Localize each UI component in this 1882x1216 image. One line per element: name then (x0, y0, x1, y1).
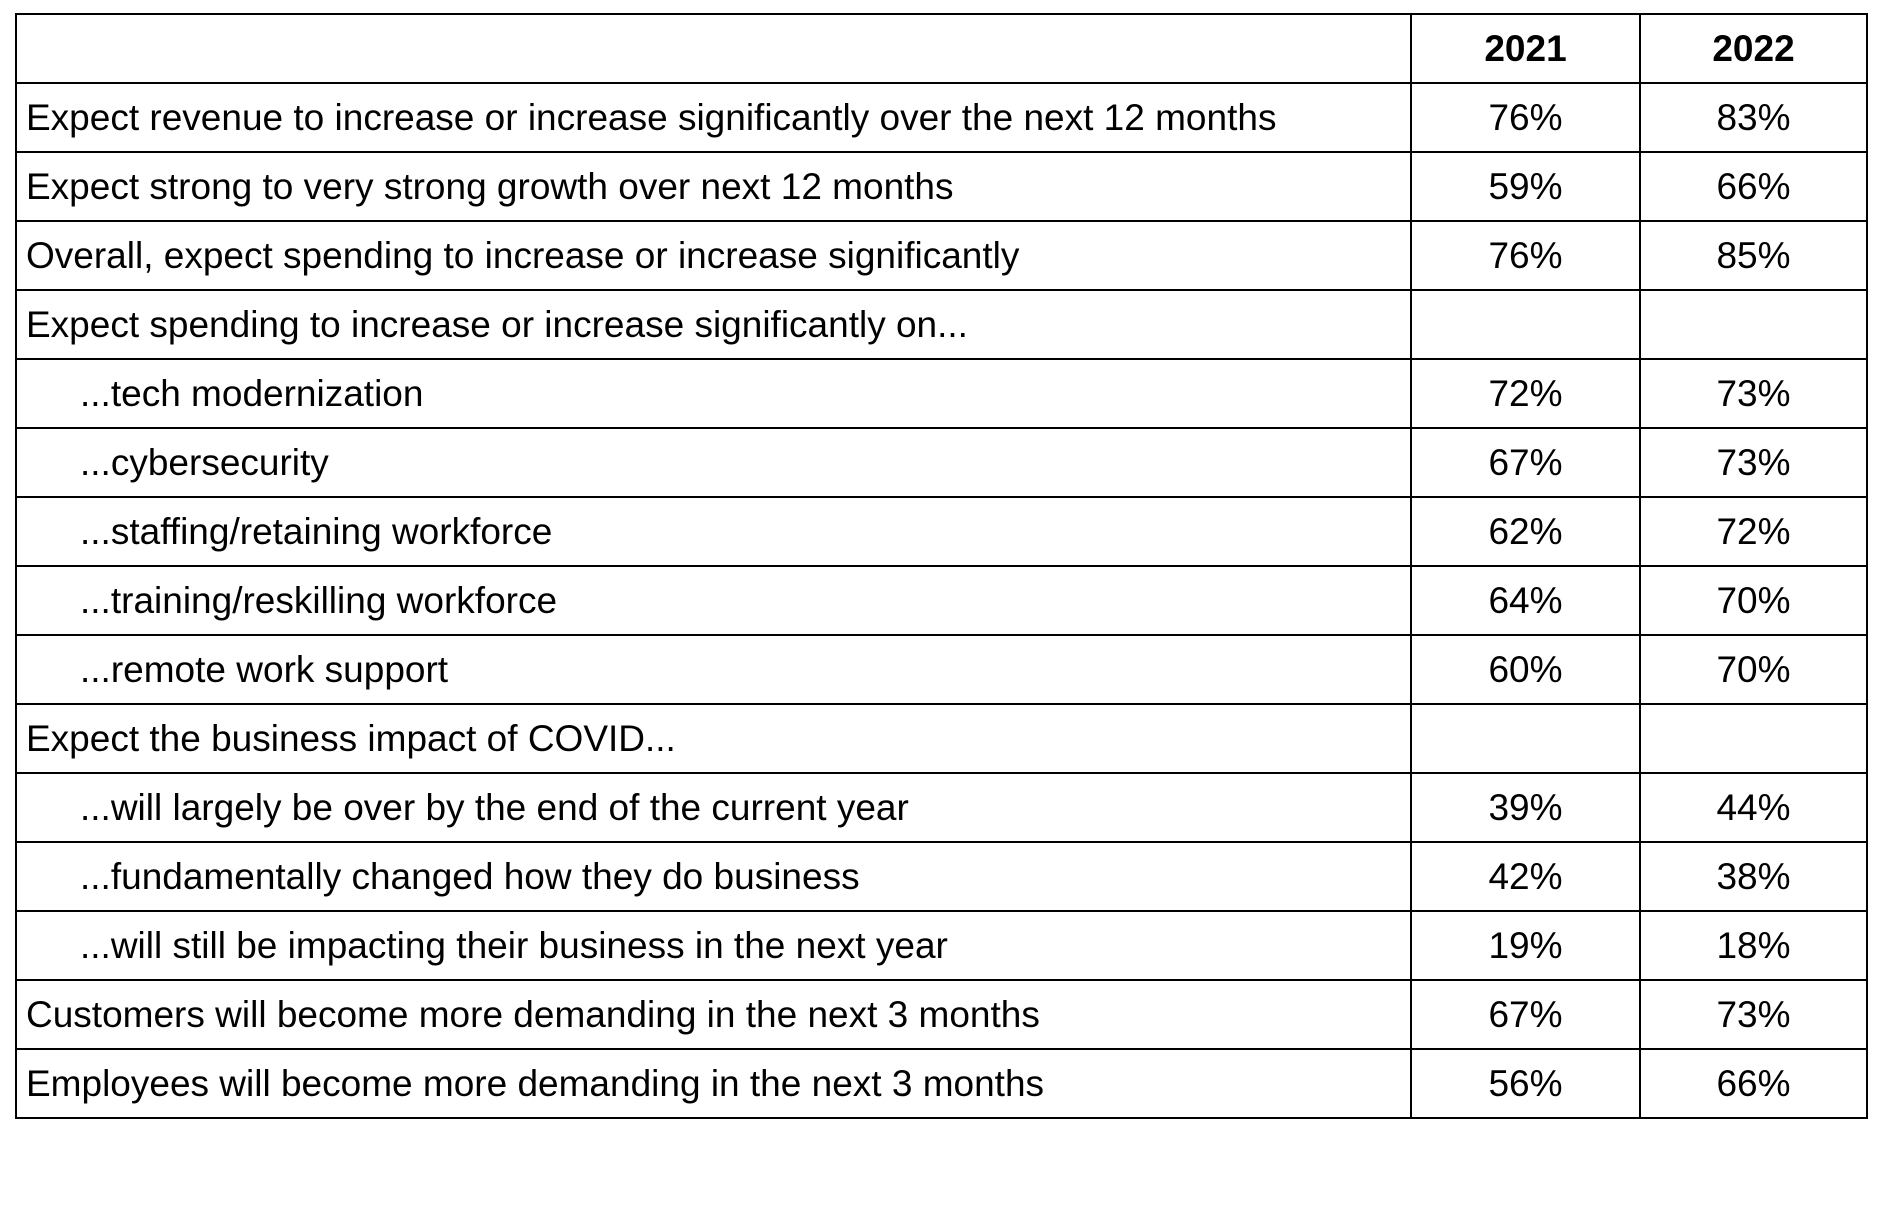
value-2021: 59% (1410, 151, 1641, 222)
row-label: ...cybersecurity (15, 427, 1412, 498)
header-label-cell (15, 13, 1412, 84)
value-2022: 44% (1639, 772, 1868, 843)
value-2022: 85% (1639, 220, 1868, 291)
row-label: Expect revenue to increase or increase s… (15, 82, 1412, 153)
value-2021: 19% (1410, 910, 1641, 981)
row-label: Expect spending to increase or increase … (15, 289, 1412, 360)
row-label: ...will largely be over by the end of th… (15, 772, 1412, 843)
value-2021: 76% (1410, 220, 1641, 291)
row-label: ...remote work support (15, 634, 1412, 705)
row-label: ...fundamentally changed how they do bus… (15, 841, 1412, 912)
value-2022: 70% (1639, 565, 1868, 636)
value-2021 (1410, 703, 1641, 774)
value-2021 (1410, 289, 1641, 360)
value-2021: 56% (1410, 1048, 1641, 1119)
value-2021: 62% (1410, 496, 1641, 567)
value-2022: 73% (1639, 358, 1868, 429)
value-2022: 83% (1639, 82, 1868, 153)
table-row: ...tech modernization 72% 73% (15, 358, 1868, 429)
table-row: Expect revenue to increase or increase s… (15, 82, 1868, 153)
header-2022: 2022 (1639, 13, 1868, 84)
row-label: Expect strong to very strong growth over… (15, 151, 1412, 222)
table-row: ...staffing/retaining workforce 62% 72% (15, 496, 1868, 567)
value-2022: 73% (1639, 979, 1868, 1050)
table-row: Overall, expect spending to increase or … (15, 220, 1868, 291)
value-2022: 66% (1639, 1048, 1868, 1119)
table-row: ...will largely be over by the end of th… (15, 772, 1868, 843)
row-label: ...will still be impacting their busines… (15, 910, 1412, 981)
row-label: ...tech modernization (15, 358, 1412, 429)
value-2021: 64% (1410, 565, 1641, 636)
row-label: Expect the business impact of COVID... (15, 703, 1412, 774)
value-2022: 38% (1639, 841, 1868, 912)
header-row: 2021 2022 (15, 13, 1868, 84)
table-row: ...cybersecurity 67% 73% (15, 427, 1868, 498)
table-row: Expect spending to increase or increase … (15, 289, 1868, 360)
table-row: Employees will become more demanding in … (15, 1048, 1868, 1119)
table-row: ...will still be impacting their busines… (15, 910, 1868, 981)
value-2021: 67% (1410, 979, 1641, 1050)
value-2022: 73% (1639, 427, 1868, 498)
row-label: Employees will become more demanding in … (15, 1048, 1412, 1119)
table-row: Expect strong to very strong growth over… (15, 151, 1868, 222)
value-2021: 67% (1410, 427, 1641, 498)
value-2022 (1639, 703, 1868, 774)
table-row: ...fundamentally changed how they do bus… (15, 841, 1868, 912)
table-row: Customers will become more demanding in … (15, 979, 1868, 1050)
table-body: Expect revenue to increase or increase s… (15, 82, 1868, 1119)
value-2022: 66% (1639, 151, 1868, 222)
value-2021: 76% (1410, 82, 1641, 153)
header-2021: 2021 (1410, 13, 1641, 84)
table-row: ...training/reskilling workforce 64% 70% (15, 565, 1868, 636)
row-label: Overall, expect spending to increase or … (15, 220, 1412, 291)
row-label: ...training/reskilling workforce (15, 565, 1412, 636)
value-2021: 42% (1410, 841, 1641, 912)
value-2021: 72% (1410, 358, 1641, 429)
value-2022 (1639, 289, 1868, 360)
value-2021: 39% (1410, 772, 1641, 843)
row-label: Customers will become more demanding in … (15, 979, 1412, 1050)
value-2022: 70% (1639, 634, 1868, 705)
table-row: Expect the business impact of COVID... (15, 703, 1868, 774)
table-row: ...remote work support 60% 70% (15, 634, 1868, 705)
row-label: ...staffing/retaining workforce (15, 496, 1412, 567)
survey-results-table: 2021 2022 Expect revenue to increase or … (15, 13, 1868, 1119)
value-2022: 18% (1639, 910, 1868, 981)
value-2022: 72% (1639, 496, 1868, 567)
value-2021: 60% (1410, 634, 1641, 705)
